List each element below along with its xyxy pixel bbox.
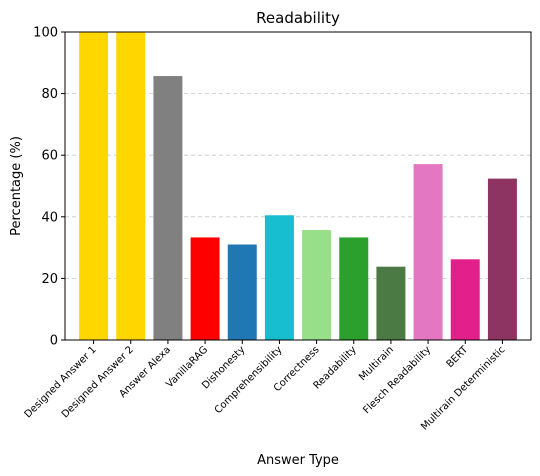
x-tick-label: Flesch Readability — [361, 344, 433, 416]
bar-designed-answer-2 — [116, 32, 146, 340]
bar-readability — [339, 237, 369, 340]
bar-flesch-readability — [413, 164, 443, 340]
x-tick-label: Multirain — [357, 344, 396, 383]
bar-dishonesty — [227, 244, 257, 340]
y-axis-label: Percentage (%) — [9, 136, 24, 236]
x-tick-label: Comprehensibility — [213, 344, 285, 416]
bar-designed-answer-1 — [79, 32, 109, 340]
x-tick-label: Designed Answer 2 — [60, 344, 136, 420]
bar-answer-alexa — [153, 76, 183, 340]
chart-title: Readability — [256, 9, 340, 27]
bars — [79, 32, 517, 340]
y-tick-label: 20 — [41, 272, 58, 287]
y-tick-label: 100 — [33, 26, 58, 41]
x-tick-label: BERT — [445, 344, 471, 370]
bar-multirain-deterministic — [487, 178, 517, 340]
bar-correctness — [302, 230, 332, 340]
x-axis-label: Answer Type — [257, 453, 339, 468]
bar-comprehensibility — [264, 215, 294, 340]
y-tick-label: 80 — [41, 87, 58, 102]
bar-bert — [450, 259, 480, 340]
plot-frame — [64, 31, 532, 341]
y-tick-label: 60 — [41, 149, 58, 164]
y-axis-ticks: 0 20 40 60 80 100 — [33, 26, 65, 349]
bar-multirain — [376, 266, 406, 340]
y-tick-label: 40 — [41, 210, 58, 225]
bar-vanillarag — [190, 237, 220, 340]
x-tick-label: Designed Answer 1 — [23, 344, 99, 420]
y-tick-label: 0 — [50, 334, 58, 349]
